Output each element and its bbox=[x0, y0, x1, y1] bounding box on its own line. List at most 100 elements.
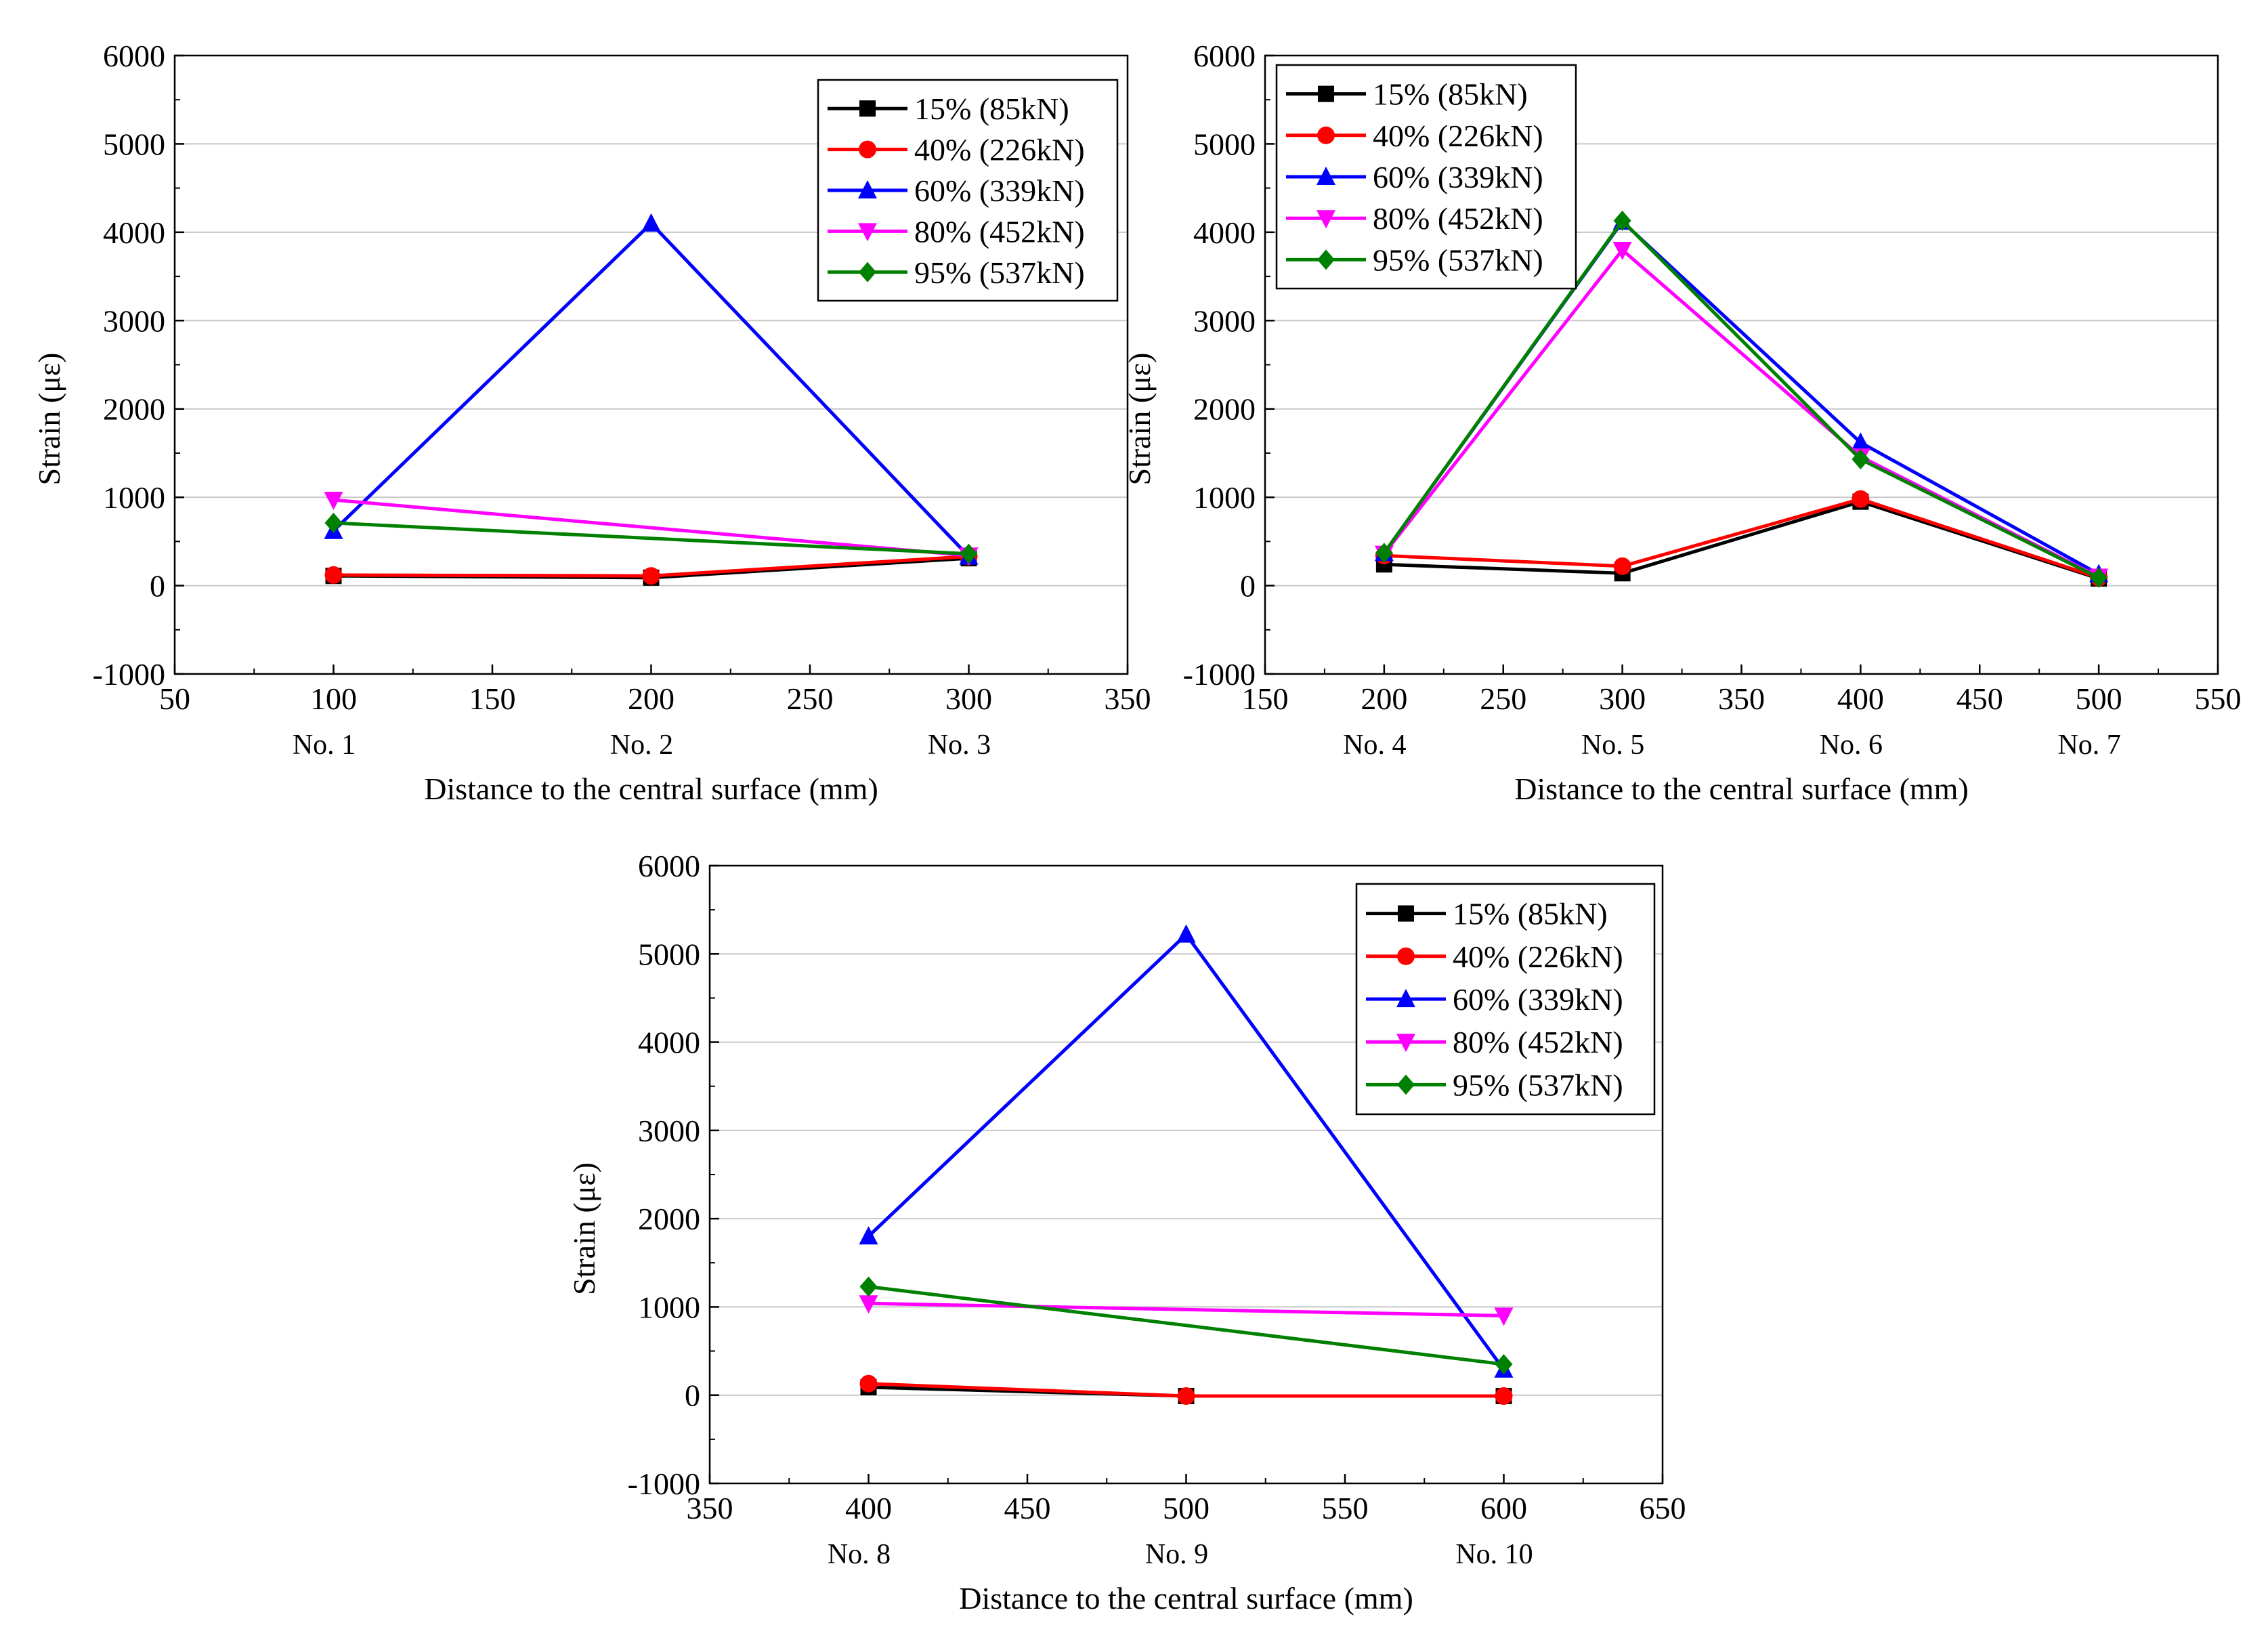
legend-label: 80% (452kN) bbox=[1373, 201, 1543, 236]
x-tick-label: 500 bbox=[2076, 681, 2122, 716]
legend-label: 95% (537kN) bbox=[914, 255, 1085, 290]
data-point bbox=[1852, 490, 1870, 508]
y-tick-label: 1000 bbox=[103, 480, 165, 515]
legend-marker bbox=[859, 100, 876, 117]
legend: 15% (85kN) 40% (226kN) 60% (339kN) 80% (452… bbox=[817, 79, 1119, 302]
legend-label: 15% (85kN) bbox=[1453, 897, 1608, 931]
y-tick-label: 0 bbox=[150, 569, 165, 604]
x-tick-label: 450 bbox=[1004, 1491, 1051, 1525]
chart-panel-3: -1000 0 1000 2000 3000 4000 5000 6000 350 400 450 5… bbox=[567, 849, 1686, 1615]
x-axis-title: Distance to the central surface (mm) bbox=[1514, 772, 1969, 806]
y-tick-label: 5000 bbox=[103, 127, 165, 161]
data-point bbox=[1613, 557, 1631, 575]
chart-panel-1: -1000 0 1000 2000 3000 4000 5000 6000 50 100 150 20… bbox=[32, 39, 1151, 806]
legend-label: 60% (339kN) bbox=[1453, 982, 1623, 1017]
y-tick-label: 2000 bbox=[103, 392, 165, 427]
legend-marker bbox=[1317, 210, 1335, 229]
series-line bbox=[1384, 497, 2099, 580]
data-point bbox=[960, 543, 978, 564]
legend: 15% (85kN) 40% (226kN) 60% (339kN) 80% (452… bbox=[1275, 64, 1577, 290]
y-tick-label: 0 bbox=[1240, 569, 1256, 604]
x-axis-title: Distance to the central surface (mm) bbox=[959, 1581, 1413, 1615]
legend-marker bbox=[858, 223, 877, 242]
gauge-label: No. 6 bbox=[1820, 730, 1883, 761]
y-tick-label: 0 bbox=[685, 1378, 700, 1413]
y-tick-label: 6000 bbox=[638, 849, 700, 883]
legend-marker bbox=[1318, 85, 1334, 102]
data-point bbox=[1375, 543, 1393, 564]
y-tick-label: 4000 bbox=[638, 1026, 700, 1060]
x-tick-label: 350 bbox=[1718, 681, 1765, 716]
gauge-label: No. 7 bbox=[2057, 730, 2120, 761]
data-point bbox=[859, 1226, 878, 1245]
y-tick-label: 1000 bbox=[638, 1290, 700, 1324]
data-point bbox=[1613, 210, 1631, 231]
legend-label: 60% (339kN) bbox=[1373, 160, 1543, 194]
x-tick-label: 200 bbox=[1361, 681, 1407, 716]
x-tick-label: 100 bbox=[310, 681, 357, 716]
x-tick-label: 300 bbox=[945, 681, 992, 716]
legend-marker bbox=[1397, 1074, 1415, 1095]
series-line bbox=[1382, 219, 2100, 580]
y-tick-label: -1000 bbox=[1183, 657, 1256, 692]
legend-marker bbox=[1317, 126, 1335, 144]
y-tick-label: 6000 bbox=[1193, 39, 1256, 73]
legend-marker bbox=[859, 261, 876, 282]
x-tick-label: 500 bbox=[1163, 1491, 1210, 1525]
data-point bbox=[1177, 1387, 1195, 1406]
legend-marker bbox=[1317, 249, 1335, 270]
legend-label: 60% (339kN) bbox=[914, 173, 1085, 208]
data-point bbox=[1852, 449, 1870, 470]
y-tick-label: 2000 bbox=[638, 1202, 700, 1236]
data-point bbox=[324, 566, 343, 584]
legend-label: 95% (537kN) bbox=[1373, 242, 1543, 277]
data-point bbox=[859, 1276, 878, 1297]
gauge-label: No. 1 bbox=[293, 730, 356, 761]
gauge-label: No. 4 bbox=[1343, 730, 1406, 761]
gauge-label: No. 5 bbox=[1581, 730, 1644, 761]
legend-label: 40% (226kN) bbox=[1373, 119, 1543, 153]
x-tick-label: 450 bbox=[1956, 681, 2003, 716]
data-point bbox=[1851, 432, 1870, 451]
y-tick-label: 5000 bbox=[638, 937, 700, 971]
data-point bbox=[1495, 1387, 1513, 1406]
gauge-label: No. 2 bbox=[610, 730, 673, 761]
x-tick-label: 650 bbox=[1640, 1491, 1686, 1525]
x-tick-label: 550 bbox=[2195, 681, 2242, 716]
y-tick-label: 5000 bbox=[1193, 127, 1256, 161]
x-tick-label: 150 bbox=[469, 681, 516, 716]
x-tick-label: 350 bbox=[1105, 681, 1151, 716]
y-tick-label: -1000 bbox=[628, 1466, 700, 1501]
series-line bbox=[1382, 248, 2100, 578]
x-tick-label: 250 bbox=[787, 681, 834, 716]
x-tick-label: 400 bbox=[1837, 681, 1884, 716]
legend: 15% (85kN) 40% (226kN) 60% (339kN) 80% (452… bbox=[1355, 883, 1656, 1116]
legend-label: 80% (452kN) bbox=[914, 214, 1085, 249]
y-axis-title: Strain (με) bbox=[567, 1162, 601, 1295]
x-tick-label: 250 bbox=[1480, 681, 1526, 716]
y-tick-label: 4000 bbox=[103, 215, 165, 250]
data-point bbox=[1495, 1354, 1513, 1375]
x-tick-label: 550 bbox=[1322, 1491, 1369, 1525]
legend-marker bbox=[1397, 947, 1415, 965]
y-tick-label: 3000 bbox=[103, 303, 165, 338]
legend-marker bbox=[1396, 989, 1415, 1007]
chart-panel-2: -1000 0 1000 2000 3000 4000 5000 6000 150 200 250 3… bbox=[1122, 39, 2242, 806]
legend-label: 40% (226kN) bbox=[1453, 939, 1623, 974]
y-axis-title: Strain (με) bbox=[32, 353, 66, 486]
series-line bbox=[868, 1301, 1504, 1317]
data-point bbox=[859, 1295, 878, 1314]
legend-marker bbox=[1396, 1034, 1415, 1053]
data-point bbox=[1176, 924, 1196, 943]
data-point bbox=[2090, 567, 2108, 588]
y-tick-label: 1000 bbox=[1193, 480, 1256, 515]
legend-marker bbox=[859, 140, 876, 159]
gauge-label: No. 9 bbox=[1145, 1539, 1208, 1570]
series-line bbox=[868, 1284, 1504, 1366]
x-tick-label: 300 bbox=[1599, 681, 1646, 716]
y-tick-label: 2000 bbox=[1193, 392, 1256, 427]
x-tick-label: 400 bbox=[845, 1491, 892, 1525]
data-point bbox=[642, 567, 660, 585]
gauge-label: No. 10 bbox=[1455, 1539, 1533, 1570]
